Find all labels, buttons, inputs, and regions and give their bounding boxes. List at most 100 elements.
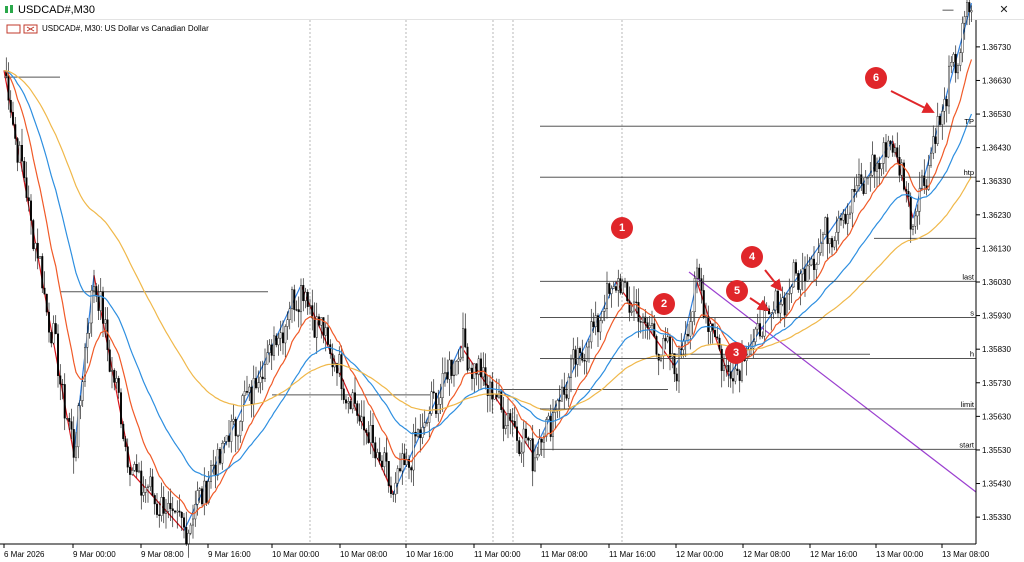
candle-body <box>882 142 885 164</box>
y-tick-label: 1.36530 <box>982 110 1011 119</box>
chart-toolbar-icons[interactable] <box>6 24 40 34</box>
candle-body <box>914 215 917 227</box>
candle-body <box>18 145 21 163</box>
candle-body <box>963 16 966 24</box>
candle-body <box>864 177 867 194</box>
candle-body <box>954 53 957 74</box>
candle-body <box>511 420 514 422</box>
candle-body <box>189 524 192 534</box>
x-tick-label: 9 Mar 00:00 <box>73 550 116 559</box>
x-tick-label: 11 Mar 08:00 <box>541 550 588 559</box>
candle-body <box>284 326 287 344</box>
annotation-marker-5: 5 <box>726 280 748 302</box>
candle-body <box>905 189 908 192</box>
candle-body <box>588 341 591 348</box>
candle-body <box>288 308 291 321</box>
level-label-limit: limit <box>961 400 975 409</box>
candle-body <box>101 291 104 324</box>
candle-body <box>351 392 354 410</box>
candle-body <box>65 418 68 420</box>
candle-body <box>873 154 876 172</box>
candle-body <box>173 510 176 513</box>
trendline <box>688 271 977 493</box>
candle-body <box>171 508 174 511</box>
candle-body <box>300 285 303 313</box>
candle-body <box>831 238 834 248</box>
candle-body <box>257 382 260 389</box>
candle-body <box>104 319 107 324</box>
candle-body <box>945 98 948 107</box>
window-title: USDCAD#,M30 <box>18 4 96 16</box>
candle-body <box>126 446 129 468</box>
candle-body <box>723 365 726 371</box>
candle-body <box>225 435 228 442</box>
candle-body <box>140 470 143 496</box>
candle-body <box>365 429 368 433</box>
candle-body <box>759 323 762 337</box>
candle-body <box>786 293 789 316</box>
candle-body <box>86 333 89 348</box>
candle-body <box>619 278 622 294</box>
candle-body <box>795 262 798 274</box>
candle-body <box>264 363 267 380</box>
candle-body <box>921 175 924 189</box>
candle-body <box>952 53 955 63</box>
candle-body <box>14 124 17 139</box>
candle-body <box>691 311 694 322</box>
candle-body <box>347 401 350 404</box>
annotation-arrow <box>890 90 935 113</box>
candle-body <box>970 10 973 13</box>
candle-body <box>513 421 516 427</box>
candle-body <box>158 514 161 516</box>
candle-body <box>311 305 314 319</box>
candle-body <box>734 368 737 382</box>
candle-body <box>50 332 53 344</box>
candle-body <box>446 372 449 380</box>
candle-body <box>655 336 658 355</box>
candle-body <box>871 154 874 176</box>
candle-body <box>354 392 357 404</box>
candle-body <box>918 188 921 212</box>
candle-body <box>122 423 125 440</box>
candle-body <box>747 349 750 357</box>
candle-body <box>552 412 555 437</box>
candle-body <box>232 418 235 422</box>
candle-body <box>698 267 701 279</box>
candle-body <box>903 162 906 190</box>
candle-body <box>495 394 498 398</box>
candle-body <box>792 262 795 288</box>
minimize-button[interactable]: — <box>942 4 954 16</box>
candle-body <box>599 320 602 333</box>
candle-body <box>891 143 894 153</box>
candle-body <box>540 438 543 443</box>
close-button[interactable]: ✕ <box>999 4 1009 16</box>
candle-body <box>23 160 26 178</box>
candle-body <box>608 283 611 294</box>
candle-body <box>182 517 185 528</box>
candle-body <box>119 392 122 425</box>
candle-body <box>801 268 804 275</box>
candle-body <box>966 2 969 17</box>
candle-body <box>27 197 30 202</box>
candle-body <box>381 460 384 468</box>
candle-body <box>617 278 620 291</box>
candle-body <box>254 378 257 389</box>
candle-body <box>68 418 71 422</box>
candle-body <box>30 200 33 221</box>
candle-body <box>527 437 530 441</box>
candle-body <box>761 335 764 338</box>
candle-body <box>295 309 298 311</box>
candle-body <box>426 422 429 424</box>
candle-body <box>876 162 879 172</box>
candle-body <box>851 189 854 214</box>
candle-body <box>212 464 215 466</box>
candle-body <box>777 290 780 314</box>
candle-body <box>266 352 269 365</box>
candle-body <box>392 493 395 495</box>
candle-body <box>209 465 212 482</box>
candle-body <box>669 336 672 358</box>
candle-body <box>439 397 442 405</box>
candle-body <box>39 256 42 259</box>
candle-body <box>858 174 861 186</box>
